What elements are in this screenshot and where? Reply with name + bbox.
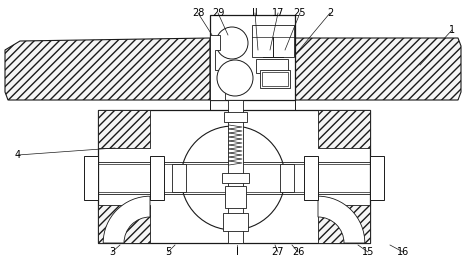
Bar (260, 70, 290, 88)
Text: 29: 29 (212, 8, 224, 18)
Bar (370, 156, 384, 200)
Polygon shape (318, 110, 370, 148)
Polygon shape (98, 205, 150, 243)
Bar (150, 156, 164, 200)
Bar (256, 59, 288, 73)
Circle shape (181, 126, 285, 230)
Text: 25: 25 (294, 8, 306, 18)
Bar (98, 110, 370, 243)
Text: 27: 27 (272, 247, 284, 257)
Bar (223, 213, 248, 231)
Text: 4: 4 (15, 150, 21, 160)
Polygon shape (98, 110, 150, 148)
Text: 15: 15 (362, 247, 374, 257)
Bar (225, 186, 246, 208)
Text: 3: 3 (109, 247, 115, 257)
Bar (222, 173, 249, 183)
Wedge shape (103, 196, 150, 243)
Bar (172, 164, 186, 192)
Bar (252, 25, 294, 57)
Circle shape (217, 60, 253, 96)
Bar (224, 112, 247, 122)
Text: 5: 5 (165, 247, 171, 257)
Polygon shape (318, 205, 370, 243)
Polygon shape (5, 38, 210, 100)
Text: 1: 1 (449, 25, 455, 35)
Text: II: II (252, 8, 258, 18)
Polygon shape (210, 35, 225, 100)
Bar (84, 156, 98, 200)
Text: 28: 28 (192, 8, 204, 18)
Circle shape (216, 27, 248, 59)
Text: 16: 16 (397, 247, 409, 257)
Text: 17: 17 (272, 8, 284, 18)
Polygon shape (295, 38, 461, 100)
Bar (304, 156, 318, 200)
Bar (228, 100, 243, 243)
Text: 2: 2 (327, 8, 333, 18)
Bar (210, 15, 295, 100)
Bar (280, 164, 294, 192)
Bar (262, 72, 288, 86)
Text: I: I (235, 247, 239, 257)
Text: 26: 26 (292, 247, 304, 257)
Wedge shape (318, 196, 365, 243)
